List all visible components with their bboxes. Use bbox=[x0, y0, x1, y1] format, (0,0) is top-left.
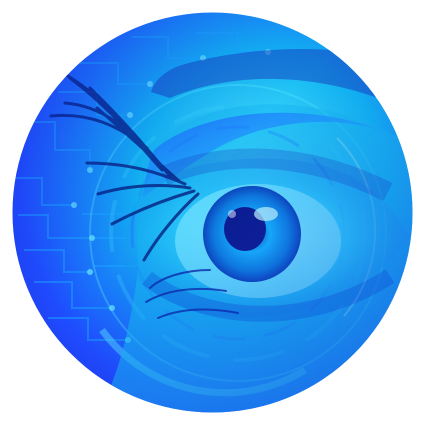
eye-circuit-svg bbox=[12, 12, 413, 413]
edge-vignette bbox=[12, 12, 413, 413]
circular-photo-mask bbox=[12, 12, 413, 413]
eye-circuit-illustration bbox=[12, 12, 413, 413]
